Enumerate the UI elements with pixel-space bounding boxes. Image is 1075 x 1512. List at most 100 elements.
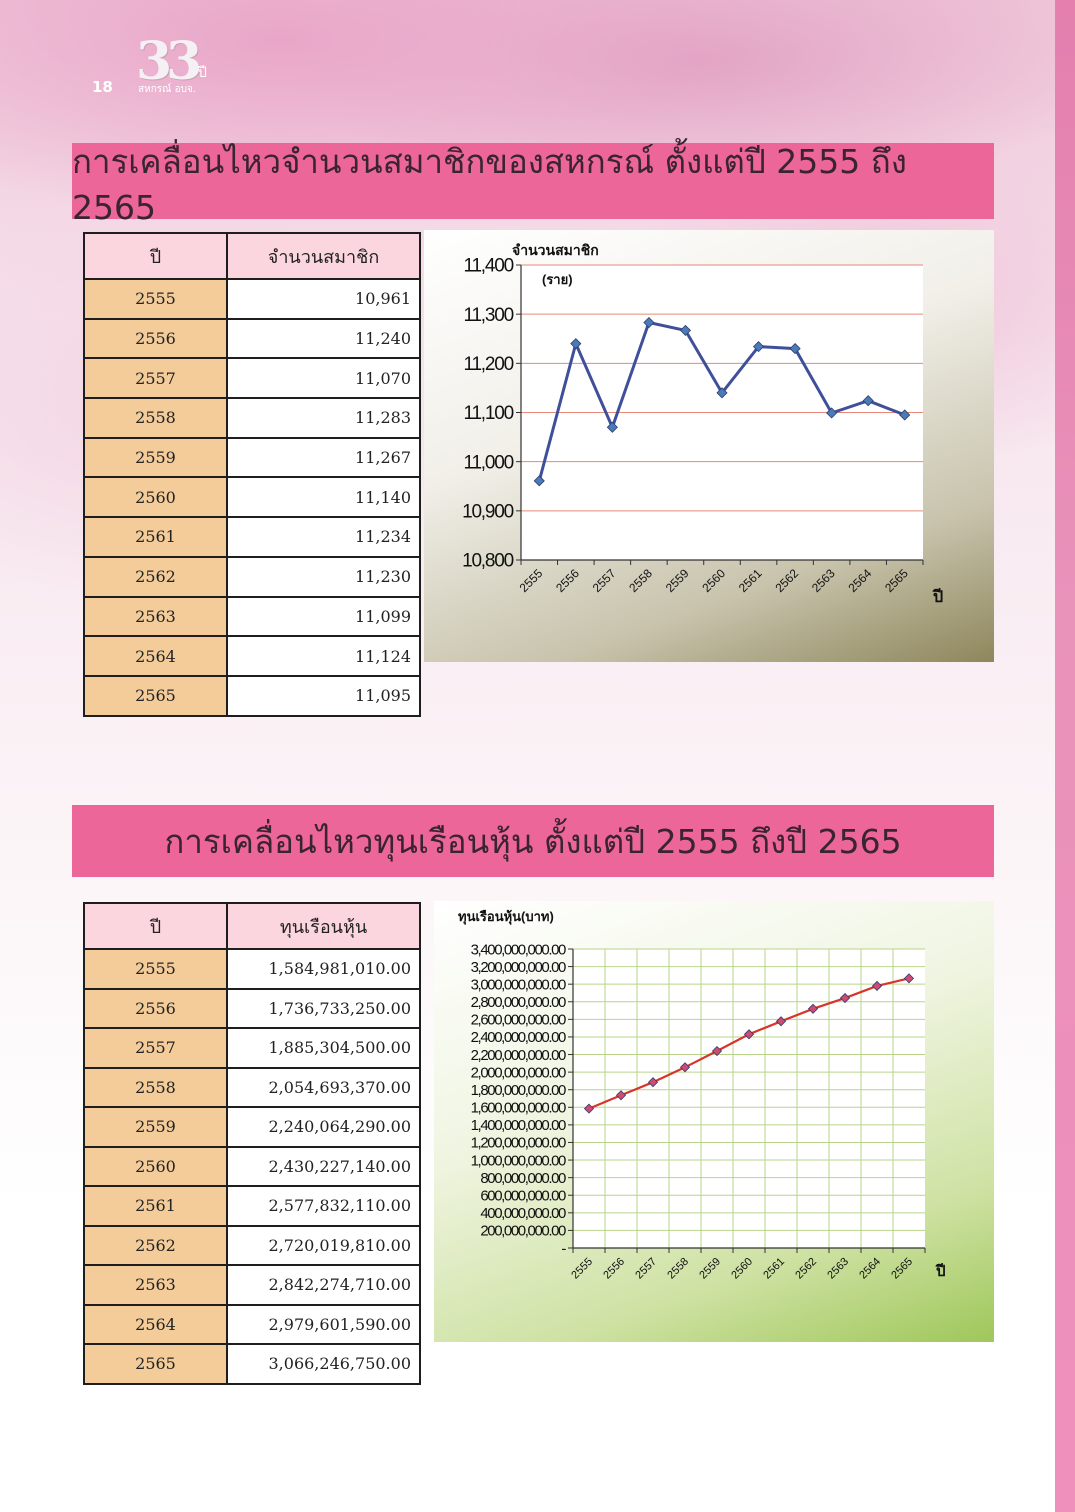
members-table-value-cell: 11,283	[226, 397, 421, 439]
y-tick-label: 2,600,000,000.00	[471, 1012, 566, 1029]
x-tick-label: 2557	[633, 1256, 659, 1282]
data-point	[826, 407, 838, 419]
members-table-year-cell: 2560	[83, 476, 228, 519]
x-tick-label: 2560	[699, 566, 728, 595]
members-table-value-cell: 11,240	[226, 317, 421, 360]
data-point	[903, 973, 915, 984]
data-point	[679, 324, 692, 336]
share-table-row: 2563 2,842,274,710.00	[83, 1264, 421, 1306]
share-table-value-cell: 2,842,274,710.00	[226, 1264, 421, 1306]
y-tick-label: 200,000,000.00	[480, 1223, 566, 1240]
data-point	[643, 316, 655, 329]
x-tick-label: 2562	[772, 566, 801, 595]
y-tick-label: 11,100	[463, 403, 513, 424]
members-table-row: 2562 11,230	[83, 555, 421, 598]
members-table: ปี จำนวนสมาชิก 2555 10,961 2556 11,240 2557 1…	[83, 232, 421, 717]
share-table-year-cell: 2562	[83, 1224, 228, 1266]
share-table-row: 2555 1,584,981,010.00	[83, 948, 421, 990]
members-table-value-cell: 11,124	[226, 635, 421, 677]
data-point	[606, 421, 618, 433]
plot-area	[573, 949, 925, 1248]
members-table-row: 2563 11,099	[83, 595, 421, 638]
data-point	[862, 395, 874, 407]
y-tick-label: 800,000,000.00	[480, 1170, 566, 1187]
share-table-year-cell: 2561	[83, 1185, 228, 1227]
y-tick-label: 10,900	[462, 501, 514, 522]
x-axis-title: ปี	[935, 1263, 945, 1280]
share-table-value-cell: 2,720,019,810.00	[226, 1224, 421, 1266]
share-table-year-cell: 2559	[83, 1106, 228, 1148]
data-point	[743, 1029, 755, 1040]
share-table-header-capital: ทุนเรือนหุ้น	[226, 902, 421, 950]
share-table-row: 2561 2,577,832,110.00	[83, 1185, 421, 1227]
right-edge-strip	[1055, 0, 1075, 1512]
members-table-value-cell: 11,234	[226, 516, 421, 558]
members-table-value-cell: 11,070	[226, 357, 421, 400]
members-table-row: 2561 11,234	[83, 516, 421, 558]
share-table-header-year: ปี	[83, 902, 228, 950]
y-tick-label: 10,800	[462, 551, 514, 572]
share-table-value-cell: 1,584,981,010.00	[226, 948, 421, 990]
share-table-value-cell: 2,979,601,590.00	[226, 1303, 421, 1345]
y-tick-label: 400,000,000.00	[480, 1205, 566, 1222]
share-table-year-cell: 2564	[83, 1303, 228, 1345]
y-tick-label: 3,200,000,000.00	[471, 959, 566, 976]
x-tick-label: 2565	[889, 1256, 915, 1282]
data-point	[615, 1090, 627, 1101]
y-tick-label: 11,400	[463, 256, 513, 277]
logo-suffix: ปี	[198, 65, 207, 81]
members-table-year-cell: 2558	[83, 397, 228, 439]
y-tick-label: 1,400,000,000.00	[471, 1117, 566, 1134]
anniversary-logo: 33 ปี สหกรณ์ อบจ.	[136, 36, 216, 98]
y-tick-label: 2,400,000,000.00	[471, 1029, 566, 1046]
members-table-year-cell: 2555	[83, 278, 228, 320]
share-table-row: 2560 2,430,227,140.00	[83, 1145, 421, 1187]
page-number: 18	[92, 78, 113, 96]
share-table-row: 2564 2,979,601,590.00	[83, 1303, 421, 1345]
share-table-value-cell: 2,430,227,140.00	[226, 1145, 421, 1187]
data-point	[583, 1103, 595, 1114]
share-capital-chart-svg: -200,000,000.00400,000,000.00600,000,000…	[458, 909, 946, 1282]
share-capital-chart: -200,000,000.00 400,000,000.00 600,000,000…	[434, 901, 994, 1342]
members-table-year-cell: 2557	[83, 357, 228, 400]
members-table-header-count: จำนวนสมาชิก	[226, 232, 421, 280]
data-point	[871, 980, 883, 992]
members-table-row: 2557 11,070	[83, 357, 421, 400]
members-table-year-cell: 2565	[83, 674, 228, 717]
y-tick-label: 2,200,000,000.00	[471, 1047, 566, 1064]
members-chart-svg: 10,800 10,900 11,000 11,100 11,200 11,300 11,4…	[462, 242, 944, 606]
y-tick-label: 600,000,000.00	[480, 1187, 566, 1204]
x-tick-label: 2558	[665, 1256, 691, 1282]
data-point	[533, 475, 545, 487]
data-point	[899, 409, 911, 421]
data-point	[679, 1062, 691, 1073]
y-tick-label: 11,300	[463, 305, 513, 326]
members-table-year-cell: 2559	[83, 436, 228, 479]
x-tick-label: 2556	[553, 566, 582, 595]
x-tick-label: 2565	[882, 566, 911, 595]
share-table-year-cell: 2557	[83, 1027, 228, 1069]
members-chart: 10,800 10,900 11,000 11,100 11,200 11,300 11,4…	[424, 230, 994, 662]
y-tick-label: -	[561, 1240, 566, 1257]
y-tick-label: 3,000,000,000.00	[471, 976, 566, 993]
members-table-row: 2564 11,124	[83, 635, 421, 677]
share-capital-table: ปี ทุนเรือนหุ้น 2555 1,584,981,010.00 2556…	[83, 902, 421, 1385]
share-table-year-cell: 2563	[83, 1264, 228, 1306]
y-tick-label: 1,800,000,000.00	[471, 1082, 566, 1099]
members-table-header-year: ปี	[83, 232, 228, 280]
y-axis-title: จำนวนสมาชิก	[512, 242, 599, 258]
section2-title: การเคลื่อนไหวทุนเรือนหุ้น ตั้งแต่ปี 2555…	[72, 805, 994, 877]
logo-numeral: 33	[136, 31, 202, 92]
x-tick-label: 2564	[846, 566, 875, 595]
data-point	[775, 1016, 787, 1027]
share-table-year-cell: 2565	[83, 1343, 228, 1385]
x-axis-title: ปี	[932, 587, 944, 606]
members-table-year-cell: 2561	[83, 516, 228, 558]
share-table-row: 2556 1,736,733,250.00	[83, 987, 421, 1029]
data-point	[752, 341, 765, 353]
members-table-value-cell: 11,267	[226, 436, 421, 479]
members-table-row: 2555 10,961	[83, 278, 421, 320]
data-point	[789, 343, 801, 355]
y-axis-title: ทุนเรือนหุ้น(บาท)	[458, 909, 554, 925]
y-tick-label: 2,800,000,000.00	[471, 994, 566, 1011]
